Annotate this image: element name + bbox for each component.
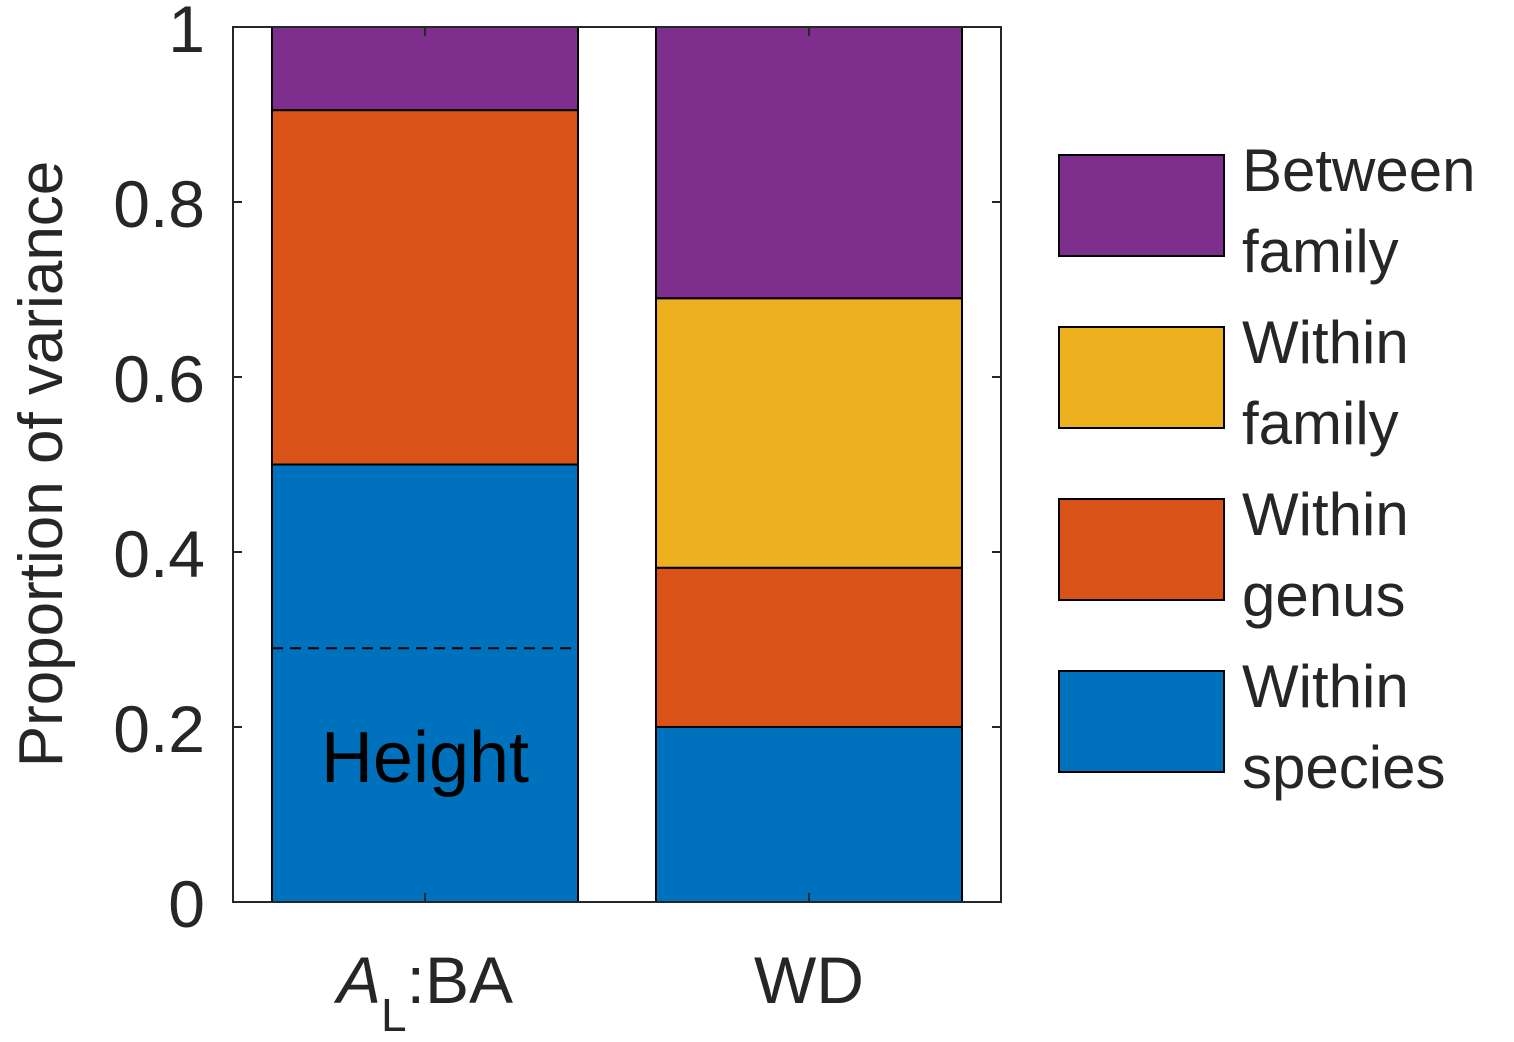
x-tick-label-rest: :BA: [407, 943, 513, 1017]
y-tick-label: 1: [168, 0, 205, 66]
legend-label-line2: species: [1242, 734, 1445, 801]
legend-swatch: [1058, 670, 1225, 773]
legend-swatch: [1058, 154, 1225, 257]
legend-label-line1: Within: [1242, 481, 1409, 548]
x-tick-label-rest: WD: [754, 943, 864, 1017]
legend-swatch: [1058, 326, 1225, 429]
bar-segment: [271, 109, 579, 466]
legend: Between family Within family Within genus With…: [1058, 137, 1476, 801]
legend-label-line1: Within: [1242, 309, 1409, 376]
ticks-group: [233, 26, 1001, 903]
x-tick-label: WD: [754, 943, 864, 1017]
bar-segment: [655, 566, 963, 728]
legend-label-line1: Between: [1242, 137, 1476, 204]
legend-swatch: [1058, 498, 1225, 601]
y-tick-labels: 0 0.2 0.4 0.6 0.8 1: [113, 0, 205, 941]
bar-segment: [271, 26, 579, 112]
bar-segment: [655, 297, 963, 569]
legend-label-line2: family: [1242, 390, 1399, 457]
y-axis-label: Proportion of variance: [7, 161, 76, 768]
bar-segment: [271, 463, 579, 903]
y-tick-label: 0.8: [113, 167, 205, 241]
legend-label-line2: family: [1242, 218, 1399, 285]
axes-box: [232, 26, 1002, 903]
bar-segment: [655, 26, 963, 300]
x-tick-labels: AL:BA WD: [333, 943, 864, 1041]
y-tick-label: 0.4: [113, 517, 205, 591]
legend-label-line2: genus: [1242, 562, 1405, 629]
x-tick-label-subscript: L: [381, 989, 407, 1041]
x-tick-label-italic: A: [333, 943, 381, 1017]
legend-label-line1: Within: [1242, 653, 1409, 720]
y-tick-label: 0: [168, 867, 205, 941]
annotation-group: Height: [272, 647, 578, 798]
x-tick-label: AL:BA: [333, 943, 513, 1041]
y-tick-label: 0.6: [113, 342, 205, 416]
y-tick-label: 0.2: [113, 692, 205, 766]
bar-segment: [655, 726, 963, 903]
bars-group: [271, 26, 963, 903]
annotation-label: Height: [321, 718, 529, 798]
